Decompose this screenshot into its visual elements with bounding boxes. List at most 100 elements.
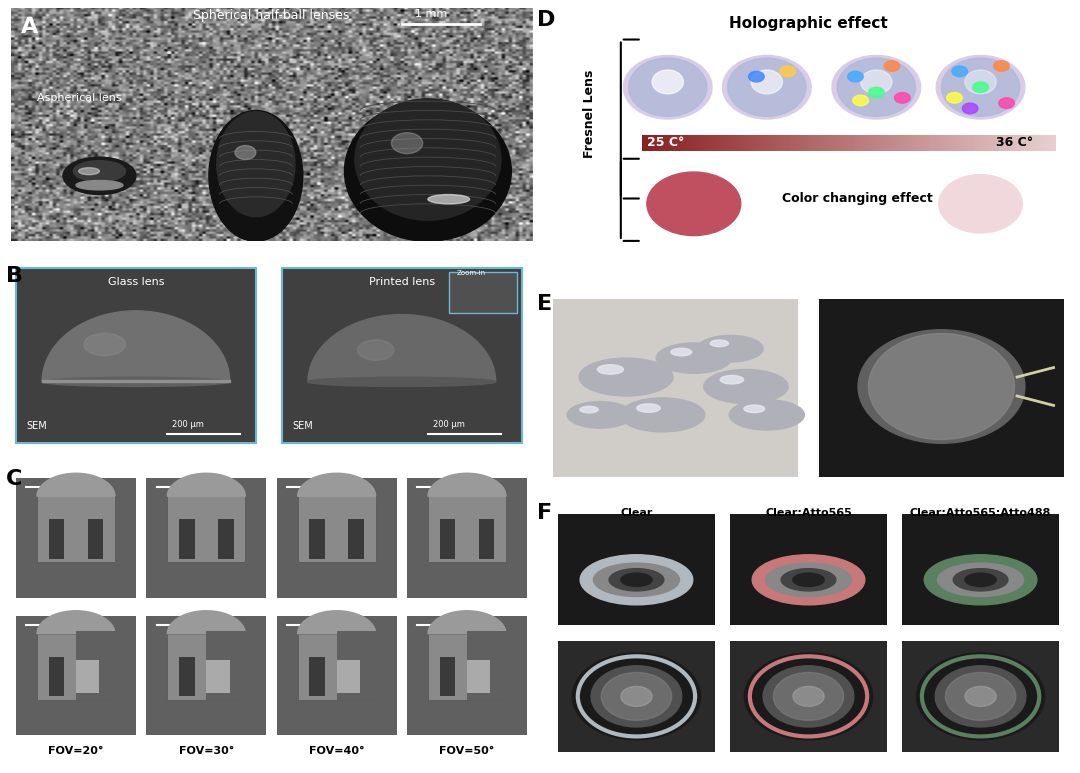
Ellipse shape [832, 56, 920, 119]
Text: Clear:Atto565:Atto488: Clear:Atto565:Atto488 [909, 509, 1051, 518]
Ellipse shape [766, 563, 851, 597]
FancyBboxPatch shape [1041, 135, 1043, 151]
FancyBboxPatch shape [917, 135, 919, 151]
FancyBboxPatch shape [737, 135, 740, 151]
Polygon shape [167, 473, 245, 496]
Ellipse shape [42, 377, 230, 386]
Ellipse shape [945, 673, 1016, 720]
FancyBboxPatch shape [1037, 135, 1040, 151]
FancyBboxPatch shape [553, 299, 798, 478]
FancyBboxPatch shape [903, 641, 1058, 752]
FancyBboxPatch shape [971, 135, 973, 151]
FancyBboxPatch shape [766, 135, 769, 151]
FancyBboxPatch shape [698, 135, 700, 151]
Ellipse shape [853, 95, 868, 106]
FancyBboxPatch shape [987, 135, 990, 151]
FancyBboxPatch shape [440, 519, 456, 559]
FancyBboxPatch shape [998, 135, 1000, 151]
Ellipse shape [942, 58, 1020, 117]
FancyBboxPatch shape [764, 135, 767, 151]
FancyBboxPatch shape [757, 135, 760, 151]
Text: SEM: SEM [293, 421, 313, 431]
FancyBboxPatch shape [894, 135, 896, 151]
Ellipse shape [937, 563, 1024, 597]
FancyBboxPatch shape [652, 135, 654, 151]
FancyBboxPatch shape [696, 135, 698, 151]
FancyBboxPatch shape [795, 135, 797, 151]
FancyBboxPatch shape [720, 135, 723, 151]
FancyBboxPatch shape [779, 135, 781, 151]
FancyBboxPatch shape [818, 135, 820, 151]
FancyBboxPatch shape [908, 135, 912, 151]
Text: F: F [538, 503, 553, 523]
Ellipse shape [744, 405, 765, 413]
Text: 200 μm: 200 μm [433, 420, 465, 429]
FancyBboxPatch shape [276, 616, 396, 735]
FancyBboxPatch shape [822, 135, 824, 151]
FancyBboxPatch shape [664, 135, 667, 151]
Ellipse shape [593, 563, 679, 597]
Polygon shape [37, 611, 114, 634]
Ellipse shape [744, 653, 873, 740]
Ellipse shape [964, 70, 996, 94]
FancyBboxPatch shape [781, 135, 783, 151]
FancyBboxPatch shape [831, 135, 833, 151]
FancyBboxPatch shape [16, 616, 136, 735]
Ellipse shape [623, 56, 712, 119]
FancyBboxPatch shape [910, 135, 914, 151]
FancyBboxPatch shape [1052, 135, 1054, 151]
FancyBboxPatch shape [1054, 135, 1056, 151]
FancyBboxPatch shape [725, 135, 727, 151]
FancyBboxPatch shape [756, 135, 758, 151]
FancyBboxPatch shape [49, 519, 65, 559]
FancyBboxPatch shape [896, 135, 899, 151]
FancyBboxPatch shape [478, 657, 495, 696]
Text: Holographic effect: Holographic effect [729, 15, 888, 31]
FancyBboxPatch shape [832, 135, 835, 151]
FancyBboxPatch shape [660, 135, 663, 151]
Text: A: A [22, 17, 39, 37]
FancyBboxPatch shape [467, 660, 490, 693]
Ellipse shape [567, 402, 633, 428]
FancyBboxPatch shape [1039, 135, 1042, 151]
Text: SEM: SEM [26, 421, 48, 431]
Ellipse shape [308, 377, 496, 386]
Text: FOV=20°: FOV=20° [49, 746, 104, 756]
FancyBboxPatch shape [958, 135, 961, 151]
FancyBboxPatch shape [716, 135, 719, 151]
FancyBboxPatch shape [707, 135, 711, 151]
FancyBboxPatch shape [747, 135, 750, 151]
FancyBboxPatch shape [1029, 135, 1031, 151]
FancyBboxPatch shape [786, 135, 789, 151]
FancyBboxPatch shape [440, 657, 456, 696]
FancyBboxPatch shape [836, 135, 839, 151]
FancyBboxPatch shape [673, 135, 675, 151]
FancyBboxPatch shape [679, 135, 681, 151]
Ellipse shape [858, 330, 1025, 443]
FancyBboxPatch shape [865, 135, 868, 151]
Ellipse shape [698, 335, 764, 362]
FancyBboxPatch shape [718, 135, 720, 151]
Ellipse shape [729, 400, 805, 430]
FancyBboxPatch shape [658, 135, 661, 151]
FancyBboxPatch shape [989, 135, 993, 151]
FancyBboxPatch shape [1002, 135, 1004, 151]
FancyBboxPatch shape [960, 135, 963, 151]
FancyBboxPatch shape [167, 496, 245, 562]
Ellipse shape [924, 555, 1037, 604]
FancyBboxPatch shape [428, 496, 507, 562]
FancyBboxPatch shape [923, 135, 926, 151]
FancyBboxPatch shape [704, 135, 706, 151]
FancyBboxPatch shape [991, 135, 994, 151]
FancyBboxPatch shape [1005, 135, 1009, 151]
Polygon shape [428, 473, 507, 496]
FancyBboxPatch shape [797, 135, 799, 151]
Text: C: C [5, 469, 22, 489]
Ellipse shape [704, 369, 788, 404]
FancyBboxPatch shape [931, 135, 934, 151]
FancyBboxPatch shape [657, 135, 659, 151]
FancyBboxPatch shape [1050, 135, 1052, 151]
Ellipse shape [728, 58, 806, 117]
FancyBboxPatch shape [948, 135, 950, 151]
FancyBboxPatch shape [956, 135, 959, 151]
